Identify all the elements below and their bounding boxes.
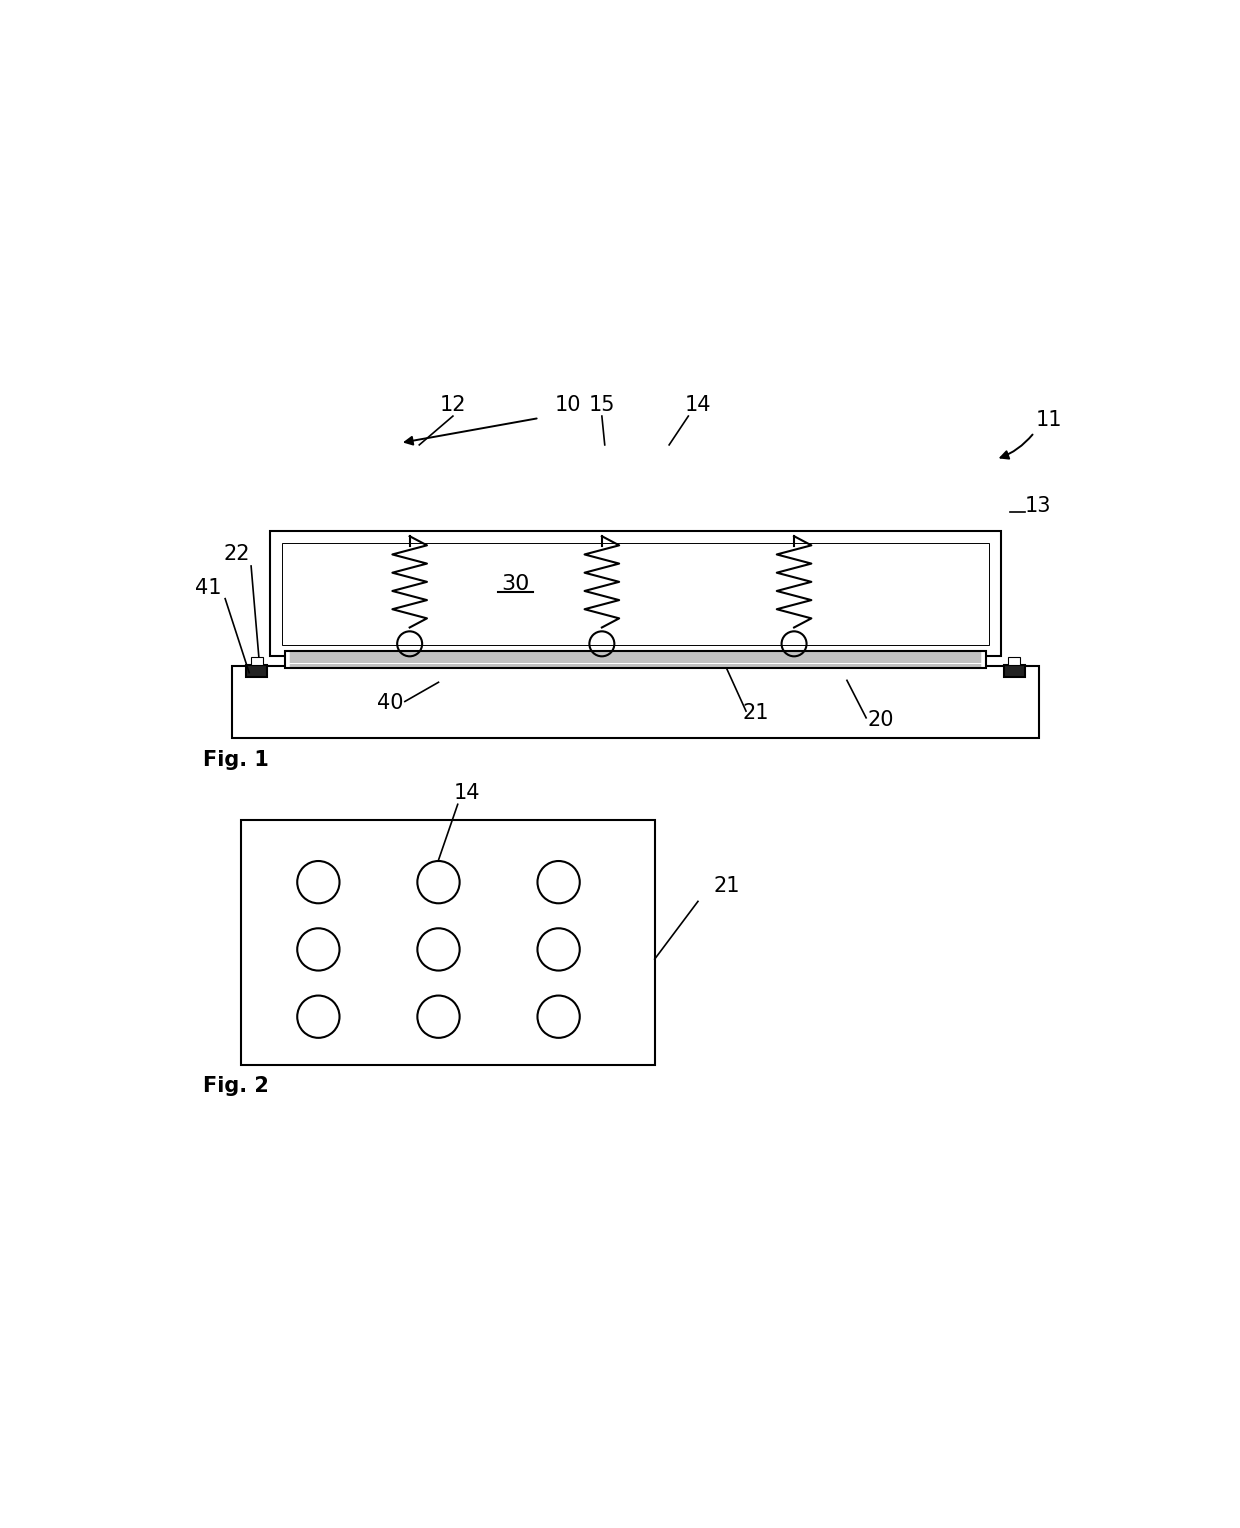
- Text: 21: 21: [743, 703, 769, 723]
- Text: 22: 22: [223, 544, 250, 564]
- Text: 30: 30: [501, 575, 529, 594]
- Text: Fig. 2: Fig. 2: [203, 1076, 269, 1096]
- Bar: [1003, 665, 1024, 677]
- Bar: [247, 665, 268, 677]
- Text: 20: 20: [867, 709, 894, 729]
- Text: 14: 14: [454, 782, 481, 802]
- Text: 21: 21: [713, 876, 740, 895]
- Text: 12: 12: [440, 396, 466, 416]
- Bar: [285, 651, 986, 668]
- Text: 10: 10: [556, 396, 582, 416]
- Text: Fig. 1: Fig. 1: [203, 750, 269, 770]
- Bar: [281, 542, 990, 645]
- Bar: [270, 532, 1001, 657]
- Bar: [250, 657, 263, 665]
- Bar: [242, 819, 655, 1065]
- Text: 13: 13: [1024, 497, 1052, 516]
- Bar: [232, 666, 1039, 738]
- Bar: [1008, 657, 1021, 665]
- Text: 40: 40: [377, 694, 404, 714]
- Text: 14: 14: [684, 396, 712, 416]
- Text: 15: 15: [589, 396, 615, 416]
- Text: 11: 11: [1035, 410, 1061, 429]
- Text: 41: 41: [195, 578, 221, 597]
